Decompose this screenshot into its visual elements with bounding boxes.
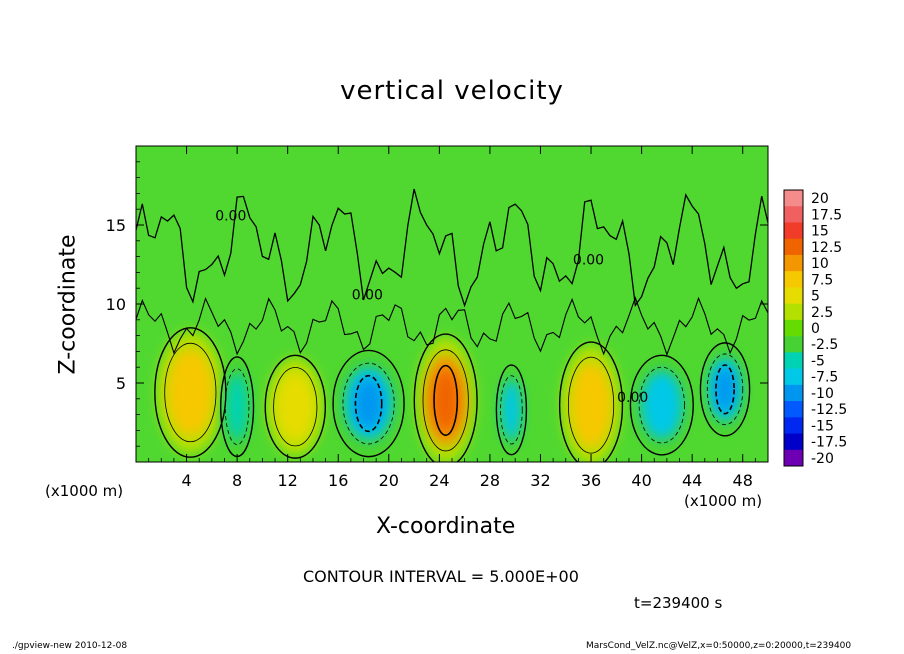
cell-contour-5-8 — [638, 366, 685, 444]
y-axis-label: Z-coordinate — [55, 234, 81, 375]
upper-zero-contour — [136, 188, 768, 308]
colorbar-swatch-8 — [784, 303, 803, 321]
colorbar-swatch-6 — [784, 271, 803, 288]
colorbar-swatch-17 — [784, 449, 803, 467]
colorbar-label-15: -15 — [811, 418, 834, 434]
cell-core-5 — [432, 368, 459, 432]
contour-label-2: 0.00 — [352, 287, 383, 303]
colorbar-swatch-4 — [784, 238, 803, 256]
cell-zero-contour-1 — [154, 327, 227, 458]
x-tick-label-28: 28 — [480, 471, 500, 490]
contour-label-3: 0.00 — [573, 253, 604, 269]
y-tick-label-10: 10 — [106, 295, 126, 314]
colorbar-swatch-1 — [784, 190, 803, 207]
colorbar-swatch-3 — [784, 222, 803, 240]
cell-zero-contour-3 — [264, 354, 326, 459]
cell-fill-8 — [640, 370, 683, 440]
colorbar-label-2: 17.5 — [811, 207, 842, 223]
colorbar-label-3: 15 — [811, 224, 829, 240]
colorbar-swatch-12 — [784, 368, 803, 386]
cell-contour-5-6 — [500, 375, 523, 445]
footer-data-source: MarsCond_VelZ.nc@VelZ,x=0:50000,z=0:2000… — [586, 641, 852, 651]
cell-contour-10-4 — [354, 374, 383, 433]
colorbar-swatch-2 — [784, 206, 803, 223]
colorbar-label-8: 2.5 — [811, 305, 833, 321]
colorbar-label-14: -12.5 — [811, 402, 847, 418]
cell-core-9 — [714, 367, 736, 412]
colorbar-swatch-5 — [784, 254, 803, 272]
cell-zero-contour-4 — [332, 349, 405, 458]
colorbar-label-5: 10 — [811, 256, 829, 272]
colorbar-swatch-11 — [784, 352, 803, 369]
x-tick-label-8: 8 — [232, 471, 242, 490]
colorbar-swatch-9 — [784, 319, 803, 337]
colorbar-swatch-14 — [784, 401, 803, 418]
middle-zero-contour — [136, 296, 768, 357]
colorbar-label-17: -20 — [811, 451, 834, 467]
x-tick-label-40: 40 — [631, 471, 651, 490]
chart-title: vertical velocity — [340, 76, 564, 106]
cell-fill-6 — [501, 379, 522, 441]
cell-fill-7 — [570, 361, 612, 449]
colorbar-swatch-7 — [784, 287, 803, 304]
x-axis-label: X-coordinate — [376, 514, 516, 539]
contour-label-4: 0.00 — [617, 390, 648, 406]
cell-zero-contour-9 — [699, 342, 751, 437]
cell-zero-contour-7 — [558, 341, 624, 462]
x-tick-label-44: 44 — [682, 471, 702, 490]
colorbar-swatch-16 — [784, 433, 803, 451]
cell-contour-5-2 — [224, 368, 250, 446]
cell-fill-2 — [226, 372, 249, 441]
cell-contour-5-7 — [567, 356, 615, 454]
cell-contour-5-4 — [342, 362, 395, 445]
colorbar-label-16: -17.5 — [811, 435, 847, 451]
footer-program-date: ./gpview-new 2010-12-08 — [12, 641, 128, 651]
cell-contour-10-5 — [433, 364, 459, 436]
cell-fill-3 — [275, 371, 316, 442]
colorbar-label-12: -7.5 — [811, 370, 838, 386]
colorbar-swatch-15 — [784, 417, 803, 434]
x-tick-label-12: 12 — [278, 471, 298, 490]
colorbar-label-9: 0 — [811, 321, 820, 337]
contour-interval-note: CONTOUR INTERVAL = 5.000E+00 — [303, 567, 579, 586]
x-unit-label-left: (x1000 m) — [45, 482, 124, 500]
cell-zero-contour-8 — [629, 354, 694, 456]
colorbar-label-4: 12.5 — [811, 240, 842, 256]
cell-fill-1 — [166, 348, 215, 437]
x-tick-label-36: 36 — [581, 471, 601, 490]
x-tick-label-20: 20 — [379, 471, 399, 490]
x-unit-label-right: (x1000 m) — [684, 492, 763, 510]
cell-contour-10-9 — [715, 364, 735, 415]
x-tick-label-48: 48 — [733, 471, 753, 490]
cell-core-4 — [353, 378, 384, 429]
colorbar-label-6: 7.5 — [811, 272, 833, 288]
colorbar-label-1: 20 — [811, 191, 829, 207]
colorbar-label-7: 5 — [811, 289, 820, 305]
x-tick-label-32: 32 — [530, 471, 550, 490]
y-tick-label-15: 15 — [106, 216, 126, 235]
colorbar-label-11: -5 — [811, 353, 825, 369]
x-tick-label-4: 4 — [181, 471, 191, 490]
cell-contour-5-5 — [422, 349, 469, 452]
cell-zero-contour-5 — [413, 333, 478, 462]
x-tick-label-16: 16 — [328, 471, 348, 490]
colorbar-label-13: -10 — [811, 386, 834, 402]
colorbar-swatch-10 — [784, 336, 803, 353]
cell-contour-5-1 — [164, 342, 217, 443]
y-tick-label-5: 5 — [116, 374, 126, 393]
cell-contour-5-9 — [706, 353, 744, 426]
colorbar-swatch-13 — [784, 384, 803, 402]
cell-contour-5-3 — [273, 367, 318, 447]
cell-zero-contour-6 — [495, 364, 528, 456]
colorbar-label-10: -2.5 — [811, 337, 838, 353]
colorbar-frame — [783, 189, 804, 467]
x-tick-label-24: 24 — [429, 471, 449, 490]
contour-label-1: 0.00 — [215, 208, 246, 224]
time-label: t=239400 s — [634, 594, 723, 612]
